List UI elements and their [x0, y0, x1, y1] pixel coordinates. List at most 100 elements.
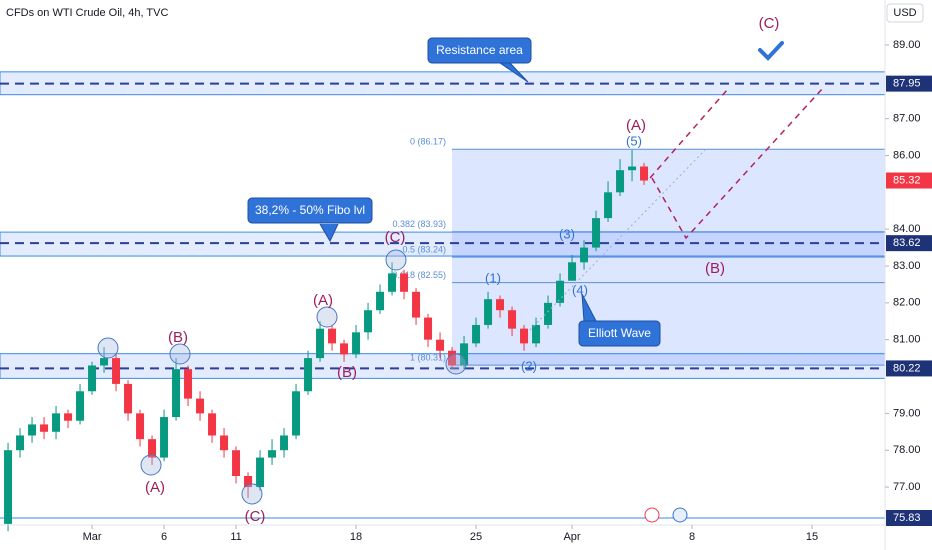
- candle-body: [28, 424, 37, 436]
- candle-body: [148, 439, 157, 458]
- candle-body: [280, 435, 289, 451]
- currency[interactable]: USD: [893, 7, 916, 19]
- callout-box: [247, 197, 373, 224]
- trend-dots: [529, 149, 706, 331]
- candle-body: [400, 273, 409, 292]
- pivot-circle: [169, 343, 191, 365]
- candle-body: [292, 391, 301, 436]
- candle-body: [64, 413, 73, 421]
- candle-body: [112, 358, 121, 384]
- x-tick-label: 6: [161, 531, 167, 543]
- y-tick-label: 82.00: [893, 297, 921, 309]
- y-tick-label: 78.00: [893, 444, 921, 456]
- candle-body: [52, 413, 61, 432]
- candle-body: [160, 417, 169, 458]
- level-price-box: [886, 235, 932, 252]
- wave-label: (B): [337, 364, 357, 381]
- fib-label: 0.382 (83.93): [392, 219, 446, 229]
- last-price-label: 85.32: [893, 174, 921, 186]
- level-price-label: 87.95: [893, 78, 921, 90]
- y-tick-label: 87.00: [893, 113, 921, 125]
- annotations: (A) (B) (C) (A) (B) (C) (A) (B) (C) (1) (2) (3) (4) (…: [97, 15, 824, 525]
- candle-body: [208, 413, 217, 436]
- wave-label: (2): [521, 358, 537, 373]
- candle-body: [520, 328, 529, 344]
- x-tick-label: Apr: [563, 531, 580, 543]
- fib-label: 0.618 (82.55): [392, 270, 446, 280]
- candle-body: [232, 450, 241, 476]
- level-price-box: [886, 510, 932, 526]
- checkmark: [758, 41, 784, 61]
- candle-body: [256, 457, 265, 488]
- candle-body: [424, 317, 433, 340]
- candle-body: [616, 170, 625, 193]
- x-tick-label: 8: [689, 531, 695, 543]
- candle-body: [340, 343, 349, 355]
- candle-body: [364, 310, 373, 333]
- callout-pointer: [499, 62, 529, 83]
- callout: Resistance area: [427, 37, 532, 83]
- x-tick-label: Mar: [83, 531, 102, 543]
- candle-body: [604, 192, 613, 219]
- candle-body: [220, 435, 229, 451]
- x-tick-label: 15: [806, 531, 818, 543]
- wave-label: (C): [385, 229, 406, 246]
- candle-body: [484, 299, 493, 325]
- level-price-label: 83.62: [893, 237, 921, 249]
- candle-body: [568, 262, 577, 281]
- candle-body: [628, 166, 637, 171]
- candle-body: [412, 291, 421, 318]
- pivot-circle: [140, 454, 162, 476]
- candle-body: [40, 424, 49, 432]
- wave-label: (4): [572, 282, 588, 297]
- y-tick-label: 89.00: [893, 39, 921, 51]
- last-price-box: [886, 172, 932, 189]
- candle-body: [472, 324, 481, 344]
- level-price-box: [886, 360, 932, 377]
- candle-body: [304, 358, 313, 392]
- zone: [0, 353, 886, 379]
- candle-body: [196, 398, 205, 414]
- callout-pointer: [319, 223, 339, 243]
- candle-body: [496, 299, 505, 311]
- wave-label: (5): [626, 133, 642, 148]
- callout-text: 38,2% - 50% Fibo lvl: [255, 203, 365, 217]
- candle-body: [16, 435, 25, 451]
- x-tick-label: 25: [470, 531, 482, 543]
- callout: 38,2% - 50% Fibo lvl: [247, 197, 373, 243]
- callout-box: [578, 320, 661, 347]
- candle-body: [436, 339, 445, 351]
- candle-body: [172, 369, 181, 418]
- wave-label: (A): [626, 117, 646, 134]
- plot-area: 0 (86.17) 0.382 (83.93) 0.5 (83.24) 0.618 (…: [0, 71, 886, 532]
- candle-body: [556, 280, 565, 303]
- level-price-label: 75.83: [893, 512, 921, 524]
- callout-text: Resistance area: [436, 43, 523, 57]
- y-tick-label: 79.00: [893, 407, 921, 419]
- level-price-box: [886, 75, 932, 92]
- candle-body: [88, 365, 97, 392]
- candle-body: [316, 328, 325, 359]
- wave-label: (C): [759, 15, 780, 32]
- projection: [651, 87, 824, 240]
- candle-body: [640, 166, 649, 181]
- event-icon: [672, 507, 688, 523]
- pivot-circle: [385, 249, 407, 271]
- candle-body: [136, 413, 145, 440]
- candle-body: [76, 391, 85, 421]
- candle-body: [244, 476, 253, 488]
- wave-label: (A): [313, 292, 333, 309]
- pivot-circle: [316, 306, 338, 328]
- candle-body: [592, 218, 601, 248]
- callout: Elliott Wave: [578, 293, 661, 347]
- callout-text: Elliott Wave: [588, 326, 651, 340]
- callout-pointer: [581, 293, 597, 322]
- y-tick-label: 77.00: [893, 481, 921, 493]
- projection: [649, 89, 728, 179]
- candle-body: [460, 343, 469, 366]
- event-icon: [644, 507, 660, 523]
- candle-body: [532, 324, 541, 344]
- currency-box[interactable]: [886, 3, 924, 23]
- level-price-label: 80.22: [893, 362, 921, 374]
- candle-body: [388, 273, 397, 292]
